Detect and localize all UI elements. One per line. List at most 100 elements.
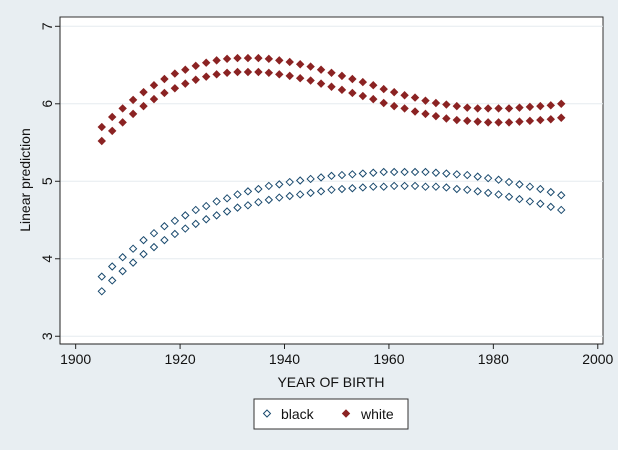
point-black-1993 bbox=[557, 191, 566, 200]
point-white-1937 bbox=[264, 68, 274, 77]
point-white-1921 bbox=[181, 65, 190, 74]
point-black-1945 bbox=[306, 174, 315, 184]
point-black-1907 bbox=[108, 276, 117, 285]
point-black-1973 bbox=[452, 170, 462, 179]
point-white-1953 bbox=[348, 74, 357, 84]
legend-box bbox=[253, 398, 409, 430]
series-white-2 bbox=[97, 53, 566, 132]
point-black-1993 bbox=[557, 205, 566, 215]
y-tick-label-7: 7 bbox=[39, 22, 55, 30]
point-white-1943 bbox=[295, 60, 305, 69]
point-black-1971 bbox=[442, 169, 451, 178]
point-black-1931 bbox=[233, 203, 242, 212]
point-black-1917 bbox=[160, 235, 169, 245]
x-axis-label: YEAR OF BIRTH bbox=[277, 374, 384, 390]
point-white-1983 bbox=[504, 118, 514, 127]
point-black-1907 bbox=[108, 262, 117, 271]
point-white-1961 bbox=[389, 87, 399, 97]
point-white-1945 bbox=[306, 76, 315, 85]
point-black-1939 bbox=[275, 180, 284, 189]
point-black-1965 bbox=[410, 181, 420, 191]
point-black-1953 bbox=[348, 184, 357, 193]
point-black-1981 bbox=[494, 175, 503, 184]
point-black-1905 bbox=[97, 272, 106, 281]
point-white-1985 bbox=[515, 103, 524, 112]
point-black-1955 bbox=[358, 169, 368, 178]
point-white-1965 bbox=[410, 93, 420, 102]
point-white-1971 bbox=[442, 100, 451, 109]
y-axis-label: Linear prediction bbox=[17, 128, 33, 232]
point-white-1969 bbox=[431, 111, 441, 121]
point-white-1929 bbox=[222, 68, 232, 77]
point-black-1941 bbox=[285, 191, 294, 201]
point-black-1955 bbox=[358, 183, 368, 192]
series-black-0 bbox=[97, 167, 566, 281]
point-white-1961 bbox=[389, 101, 399, 111]
x-tick-label-1980: 1980 bbox=[478, 351, 509, 367]
point-black-1909 bbox=[118, 253, 127, 262]
point-white-1959 bbox=[379, 84, 388, 94]
point-black-1931 bbox=[233, 190, 242, 199]
x-axis-ticks: 1900 1920 1940 1960 1980 2000 bbox=[60, 344, 614, 367]
point-black-1981 bbox=[494, 190, 503, 199]
legend-black-marker bbox=[262, 409, 272, 418]
point-white-1937 bbox=[264, 54, 274, 64]
point-white-1955 bbox=[358, 91, 368, 101]
point-white-1989 bbox=[536, 115, 545, 125]
point-white-1945 bbox=[306, 62, 315, 71]
point-white-1953 bbox=[348, 88, 357, 98]
point-white-1963 bbox=[400, 104, 409, 113]
point-white-1965 bbox=[410, 107, 420, 116]
point-black-1927 bbox=[212, 211, 221, 220]
point-black-1977 bbox=[473, 172, 482, 181]
point-white-1907 bbox=[108, 112, 117, 122]
point-white-1987 bbox=[525, 116, 535, 126]
point-white-1927 bbox=[212, 70, 221, 79]
point-white-1993 bbox=[557, 113, 566, 122]
point-white-1971 bbox=[442, 114, 451, 123]
point-black-1911 bbox=[128, 258, 138, 267]
point-black-1985 bbox=[515, 180, 524, 189]
point-black-1915 bbox=[149, 228, 159, 238]
point-black-1975 bbox=[463, 170, 472, 180]
point-white-1967 bbox=[421, 109, 430, 119]
point-white-1913 bbox=[139, 101, 148, 111]
point-black-1939 bbox=[275, 193, 284, 202]
point-black-1913 bbox=[139, 249, 148, 259]
point-white-1963 bbox=[400, 91, 409, 100]
plot-area bbox=[59, 16, 604, 345]
point-black-1925 bbox=[201, 215, 211, 224]
x-tick-label-1900: 1900 bbox=[60, 351, 91, 367]
point-black-1985 bbox=[515, 194, 524, 204]
point-black-1943 bbox=[295, 190, 305, 199]
point-black-1925 bbox=[201, 201, 211, 211]
point-black-1967 bbox=[421, 167, 430, 177]
point-black-1927 bbox=[212, 197, 221, 206]
point-white-1957 bbox=[369, 94, 378, 104]
point-white-1931 bbox=[233, 53, 242, 63]
point-black-1933 bbox=[243, 187, 253, 196]
y-tick-label-4: 4 bbox=[39, 255, 55, 263]
point-white-1947 bbox=[316, 79, 326, 88]
point-white-1977 bbox=[473, 104, 482, 113]
point-white-1925 bbox=[201, 72, 211, 81]
point-white-1917 bbox=[160, 74, 169, 84]
point-black-1975 bbox=[463, 185, 472, 195]
point-white-1913 bbox=[139, 87, 148, 97]
point-black-1961 bbox=[389, 181, 399, 191]
legend-black-label: black bbox=[281, 406, 315, 422]
point-white-1949 bbox=[327, 68, 336, 77]
point-black-1953 bbox=[348, 170, 357, 179]
x-tick-label-1940: 1940 bbox=[269, 351, 300, 367]
point-white-1975 bbox=[463, 103, 472, 112]
gridlines bbox=[60, 25, 603, 337]
point-white-1951 bbox=[337, 85, 347, 95]
point-black-1969 bbox=[431, 168, 441, 177]
point-black-1905 bbox=[97, 287, 106, 296]
point-white-1959 bbox=[379, 98, 388, 108]
point-black-1947 bbox=[316, 187, 326, 196]
point-white-1905 bbox=[97, 136, 106, 146]
point-black-1943 bbox=[295, 176, 305, 185]
point-black-1923 bbox=[191, 205, 200, 215]
point-black-1949 bbox=[327, 171, 336, 181]
